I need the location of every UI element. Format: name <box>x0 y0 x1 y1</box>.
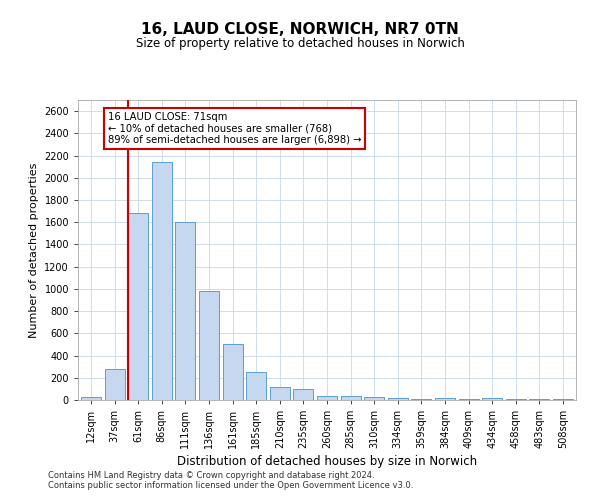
Text: Contains HM Land Registry data © Crown copyright and database right 2024.: Contains HM Land Registry data © Crown c… <box>48 470 374 480</box>
Bar <box>104 369 125 400</box>
Text: Contains public sector information licensed under the Open Government Licence v3: Contains public sector information licen… <box>48 480 413 490</box>
Bar <box>364 397 384 400</box>
Y-axis label: Number of detached properties: Number of detached properties <box>29 162 38 338</box>
Bar <box>199 291 219 400</box>
Text: Size of property relative to detached houses in Norwich: Size of property relative to detached ho… <box>136 38 464 51</box>
Bar <box>270 386 290 400</box>
Bar <box>458 399 479 400</box>
Bar <box>128 214 148 400</box>
Bar <box>341 396 361 400</box>
Bar <box>482 398 502 400</box>
Bar <box>246 372 266 400</box>
Bar <box>317 396 337 400</box>
Bar <box>175 222 196 400</box>
Bar <box>529 399 550 400</box>
Bar <box>435 398 455 400</box>
Bar <box>152 162 172 400</box>
X-axis label: Distribution of detached houses by size in Norwich: Distribution of detached houses by size … <box>177 456 477 468</box>
Bar <box>81 396 101 400</box>
Bar <box>293 390 313 400</box>
Text: 16 LAUD CLOSE: 71sqm
← 10% of detached houses are smaller (768)
89% of semi-deta: 16 LAUD CLOSE: 71sqm ← 10% of detached h… <box>108 112 361 145</box>
Bar <box>223 344 242 400</box>
Text: 16, LAUD CLOSE, NORWICH, NR7 0TN: 16, LAUD CLOSE, NORWICH, NR7 0TN <box>141 22 459 38</box>
Bar <box>388 398 408 400</box>
Bar <box>412 399 431 400</box>
